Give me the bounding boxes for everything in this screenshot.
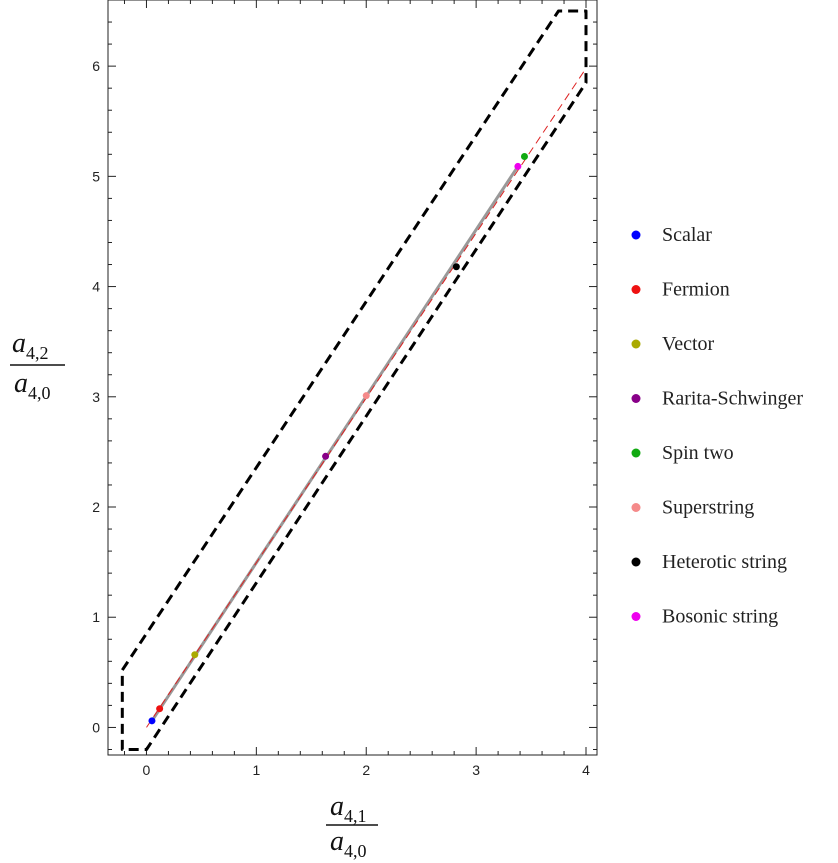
y-axis-label: a4,2 a4,0 [10,328,65,403]
point-superstring [362,392,370,400]
y-tick-label: 4 [92,279,100,295]
legend-marker-heterotic-string [631,557,641,567]
x-tick-label: 1 [252,762,260,778]
legend-marker-superstring [631,503,641,512]
point-heterotic-string [452,263,460,271]
y-axis-label-denominator: a4,0 [14,368,51,403]
legend-label-rarita-schwinger: Rarita-Schwinger [662,388,803,410]
legend-marker-spin-two [631,448,641,458]
x-tick-label: 3 [472,762,480,778]
legend-label-spin-two: Spin two [662,442,734,464]
legend-marker-scalar [631,230,641,240]
legend-label-vector: Vector [662,333,715,355]
y-tick-label: 2 [92,499,100,515]
legend-label-superstring: Superstring [662,497,754,519]
point-rarita-schwinger [322,452,330,460]
plot-frame [107,0,598,756]
legend-marker-fermion [631,285,641,294]
y-tick-label: 6 [92,58,100,74]
legend-label-bosonic-string: Bosonic string [662,606,778,628]
legend-label-heterotic-string: Heterotic string [662,551,787,573]
legend-marker-bosonic-string [631,612,641,621]
point-vector [191,651,199,659]
legend: Scalar Fermion Vector Rarita-Schwinger Spin … [631,224,803,628]
y-tick-label: 1 [92,609,100,625]
legend-marker-vector [631,339,641,349]
y-tick-label: 0 [92,719,100,735]
x-axis-label-denominator: a4,0 [330,826,367,861]
data-points [148,153,528,725]
x-axis-label-numerator: a4,1 [330,791,367,826]
point-scalar [148,717,156,725]
y-tick-label: 5 [92,168,100,184]
x-tick-label: 0 [143,762,151,778]
legend-label-fermion: Fermion [662,279,730,301]
allowed-region-boundary [120,9,588,751]
legend-marker-rarita-schwinger [631,394,641,403]
x-tick-label: 2 [362,762,370,778]
x-axis-label: a4,1 a4,0 [326,791,378,861]
axis-ticks: 0 1 2 3 4 0 1 2 3 4 5 6 [92,0,597,778]
point-bosonic-string [514,162,522,170]
y-tick-label: 3 [92,389,100,405]
point-fermion [156,705,164,713]
x-tick-label: 4 [582,762,590,778]
point-spin-two [520,153,528,161]
legend-label-scalar: Scalar [662,224,712,246]
plot-curves [120,9,588,751]
y-axis-label-numerator: a4,2 [12,328,49,363]
plot-frame-border [107,0,598,756]
